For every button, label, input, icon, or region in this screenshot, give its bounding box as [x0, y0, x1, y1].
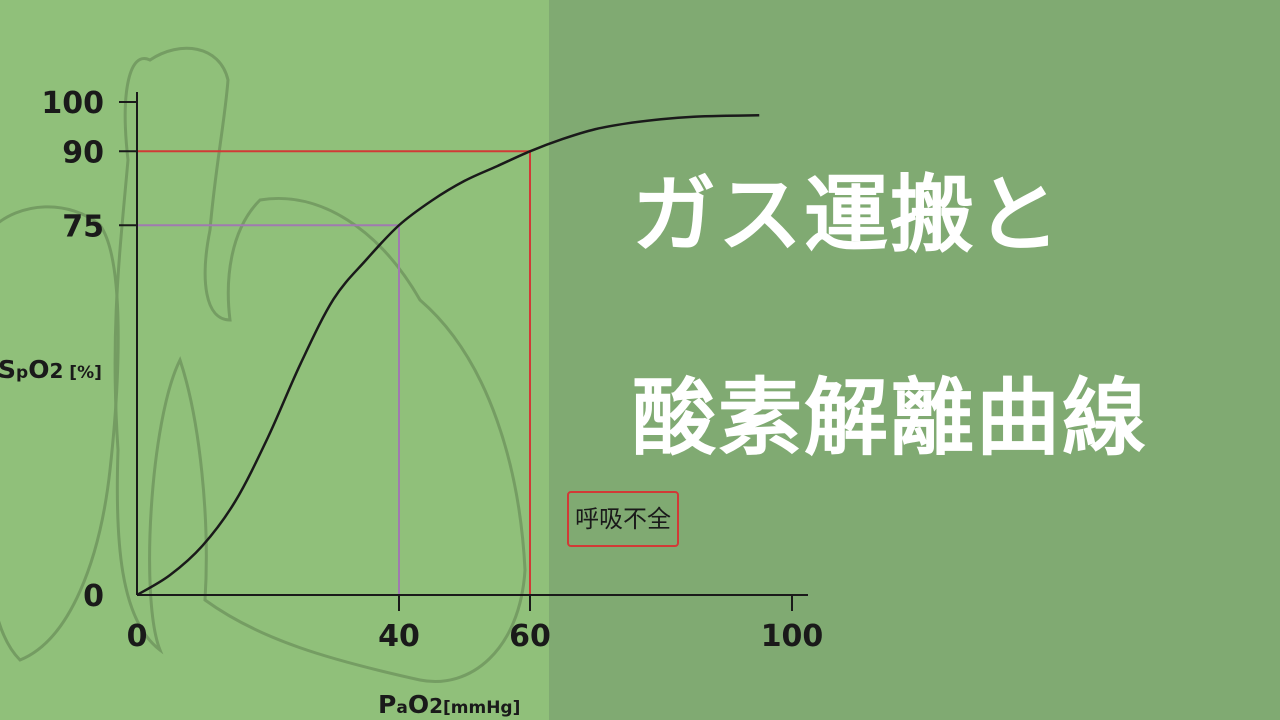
lung-illustration — [0, 46, 527, 683]
x-label-unit: [mmHg] — [443, 698, 520, 718]
background-left-panel — [0, 0, 549, 720]
x-label-o: O — [408, 690, 429, 719]
dissociation-curve — [136, 114, 760, 597]
x-tick-label: 40 — [378, 619, 420, 654]
x-tick-label: 60 — [509, 619, 551, 654]
title-line-1: ガス運搬と — [632, 166, 1063, 264]
tick-labels: 0 75 90 100 0 40 60 100 — [41, 86, 823, 654]
x-axis-label: PaO2[mmHg] — [378, 690, 520, 719]
x-label-a: a — [396, 698, 407, 718]
lung-right-outline — [113, 46, 527, 683]
guide-line-red — [137, 150, 531, 595]
y-tick-label: 0 — [83, 579, 104, 614]
x-label-2: 2 — [429, 694, 443, 718]
y-axis-label: SpO2 [%] — [0, 355, 102, 384]
y-tick-label: 90 — [62, 135, 104, 170]
x-label-p: P — [378, 690, 396, 719]
guide-line-purple — [137, 224, 400, 595]
y-label-p: p — [16, 363, 28, 383]
y-label-o: O — [28, 355, 49, 384]
y-label-s: S — [0, 355, 16, 384]
guide-lines — [137, 150, 531, 595]
lung-left-outline — [0, 205, 120, 662]
y-tick-label: 75 — [62, 209, 104, 244]
x-tick-label: 0 — [127, 619, 148, 654]
y-label-2: 2 — [49, 359, 63, 383]
respiratory-failure-label: 呼吸不全 — [567, 491, 679, 547]
background-right-panel — [549, 0, 1280, 720]
title-line-2: 酸素解離曲線 — [632, 369, 1149, 467]
chart-axes — [119, 92, 808, 611]
y-tick-label: 100 — [41, 86, 104, 121]
x-tick-label: 100 — [761, 619, 824, 654]
y-label-unit: [%] — [63, 363, 102, 383]
